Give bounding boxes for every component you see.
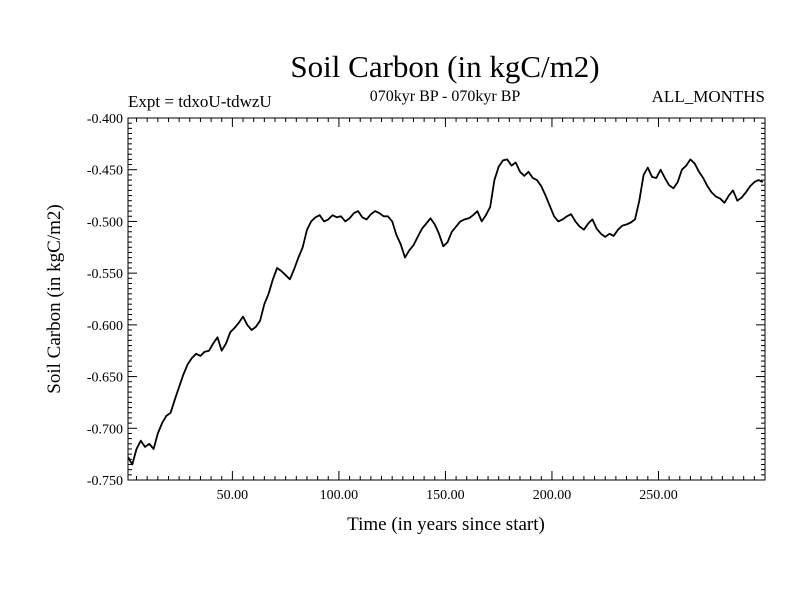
x-tick-label: 100.00 bbox=[320, 488, 359, 503]
experiment-label: Expt = tdxoU-tdwzU bbox=[128, 92, 272, 111]
chart-title: Soil Carbon (in kgC/m2) bbox=[290, 49, 599, 84]
x-axis-label: Time (in years since start) bbox=[347, 514, 545, 535]
y-tick-label: -0.550 bbox=[87, 267, 123, 282]
y-tick-label: -0.600 bbox=[87, 319, 123, 334]
plot-area bbox=[127, 117, 766, 481]
x-tick-label: 50.00 bbox=[217, 488, 249, 503]
y-tick-label: -0.650 bbox=[87, 371, 123, 386]
axis-ticks: 50.00 100.00 150.00 200.00 250.00 -0.400 -0.45… bbox=[87, 112, 765, 503]
y-axis-label: Soil Carbon (in kgC/m2) bbox=[44, 204, 65, 393]
y-tick-label: -0.500 bbox=[87, 215, 123, 230]
y-tick-label: -0.700 bbox=[87, 422, 123, 437]
y-tick-label: -0.750 bbox=[87, 474, 123, 489]
period-label: 070kyr BP - 070kyr BP bbox=[370, 88, 521, 105]
plot-frame bbox=[127, 117, 766, 481]
series-line bbox=[127, 158, 764, 466]
y-tick-label: -0.400 bbox=[87, 112, 123, 127]
x-tick-label: 150.00 bbox=[426, 488, 465, 503]
months-label: ALL_MONTHS bbox=[652, 87, 765, 106]
x-tick-label: 200.00 bbox=[533, 488, 572, 503]
x-tick-label: 250.00 bbox=[639, 488, 678, 503]
y-tick-label: -0.450 bbox=[87, 164, 123, 179]
